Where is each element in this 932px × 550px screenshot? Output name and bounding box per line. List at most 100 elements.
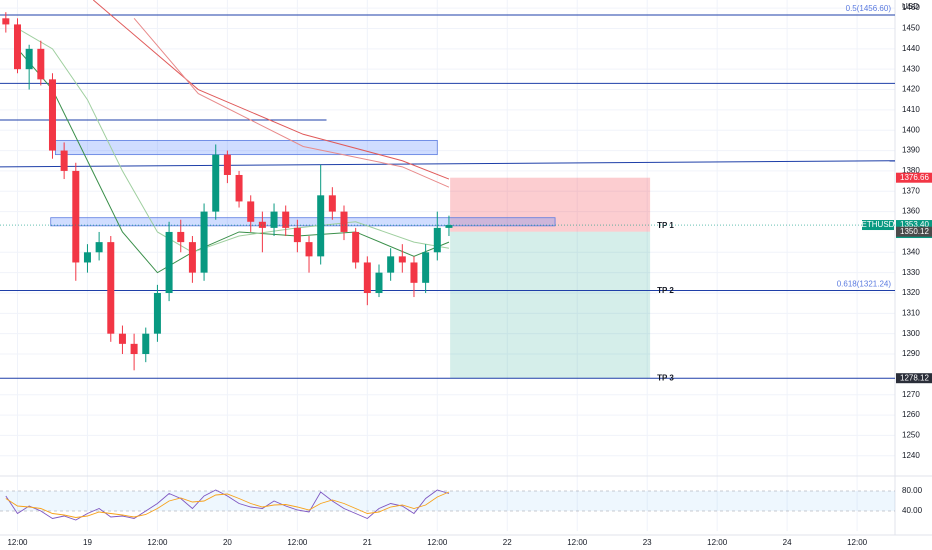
candle-body	[13, 24, 21, 70]
price-tag-label: 1353.40	[900, 220, 929, 229]
candle-body	[305, 242, 313, 257]
y-tick-label: 1330	[902, 268, 920, 277]
candle-body	[107, 242, 115, 334]
candle-body	[422, 252, 430, 283]
candle-body	[270, 211, 278, 228]
y-tick-label: 1360	[902, 207, 920, 216]
rsi-line	[5, 489, 450, 521]
currency: USD	[902, 2, 919, 11]
candle-body	[398, 256, 406, 263]
y-tick-label: 1340	[902, 247, 920, 256]
price-tag	[896, 373, 932, 384]
target-label: TP 1	[657, 221, 674, 230]
price-tag-label: 1376.66	[900, 173, 929, 182]
candle-body	[48, 79, 56, 151]
symbol-tag	[862, 220, 894, 231]
moving-average	[133, 17, 450, 188]
zone	[50, 217, 556, 227]
fib-label: 0.5(1456.60)	[846, 4, 892, 13]
candle-body	[118, 333, 126, 344]
candle-body	[223, 154, 231, 175]
x-tick-label: 12:00	[147, 538, 168, 547]
x-tick-label: 23	[643, 538, 652, 547]
candle-body	[258, 221, 266, 228]
rsi-band	[0, 491, 895, 511]
y-tick-label: 1390	[902, 146, 920, 155]
candle-body	[340, 211, 348, 232]
trend-line	[0, 160, 896, 168]
candle-body	[25, 48, 33, 70]
y-tick-label: 1270	[902, 390, 920, 399]
x-tick-label: 12:00	[707, 538, 728, 547]
candle-body	[328, 195, 336, 212]
x-tick-label: 24	[783, 538, 792, 547]
candle-body	[445, 225, 453, 228]
y-tick-label: 1450	[902, 24, 920, 33]
y-tick-label: 1430	[902, 64, 920, 73]
x-tick-label: 20	[223, 538, 232, 547]
symbol: ETHUSD	[862, 220, 895, 229]
y-tick-label: 1380	[902, 166, 920, 175]
target-label: TP 2	[657, 286, 674, 295]
candle-body	[317, 195, 325, 257]
y-tick-label: 1460	[902, 3, 920, 12]
candle-body	[188, 242, 196, 273]
x-tick-label: 12:00	[287, 538, 308, 547]
y-tick-label: 1440	[902, 44, 920, 53]
y-tick-label: 1320	[902, 288, 920, 297]
target-label: TP 3	[657, 374, 674, 383]
y-tick-label: 1310	[902, 308, 920, 317]
candle-body	[165, 231, 173, 293]
candle-body	[282, 211, 290, 228]
zone	[54, 139, 438, 156]
candle-body	[387, 256, 395, 273]
y-tick-label: 1260	[902, 410, 920, 419]
y-tick-label: 1420	[902, 85, 920, 94]
candle-body	[177, 231, 185, 243]
candle-body	[95, 242, 103, 253]
candle-body	[142, 333, 150, 355]
rsi-level-label: 80.00	[902, 486, 923, 495]
y-tick-label: 1250	[902, 431, 920, 440]
candle-body	[235, 174, 243, 202]
candle-body	[363, 262, 371, 293]
target-zone	[450, 231, 651, 379]
candle-body	[83, 252, 91, 263]
x-tick-label: 12:00	[567, 538, 588, 547]
price-tag-label: 1350.12	[900, 227, 929, 236]
candle-body	[72, 170, 80, 263]
candle-body	[352, 231, 360, 263]
candle-body	[130, 343, 138, 355]
y-tick-label: 1410	[902, 105, 920, 114]
price-tag	[896, 172, 932, 183]
y-tick-label: 1400	[902, 125, 920, 134]
x-tick-label: 21	[363, 538, 372, 547]
candle-body	[2, 18, 10, 25]
candle-body	[200, 211, 208, 273]
price-tag	[896, 226, 932, 237]
y-tick-label: 1240	[902, 451, 920, 460]
candle-body	[375, 272, 383, 293]
candle-body	[433, 227, 441, 253]
price-tag-label: 1278.12	[900, 373, 929, 382]
candle-body	[212, 154, 220, 212]
candle-body	[247, 201, 255, 222]
y-tick-label: 1290	[902, 349, 920, 358]
moving-average	[92, 0, 450, 180]
x-tick-label: 12:00	[847, 538, 868, 547]
y-tick-label: 1300	[902, 329, 920, 338]
candle-body	[153, 292, 161, 334]
candle-body	[37, 48, 45, 80]
x-tick-label: 12:00	[427, 538, 448, 547]
rsi-line	[5, 491, 450, 518]
x-tick-label: 19	[83, 538, 92, 547]
stop-zone	[450, 177, 651, 232]
candle-body	[293, 227, 301, 243]
fib-label: 0.618(1321.24)	[837, 280, 892, 289]
x-tick-label: 22	[503, 538, 512, 547]
rsi-level-label: 40.00	[902, 506, 923, 515]
y-tick-label: 1370	[902, 186, 920, 195]
candle-body	[410, 262, 418, 283]
